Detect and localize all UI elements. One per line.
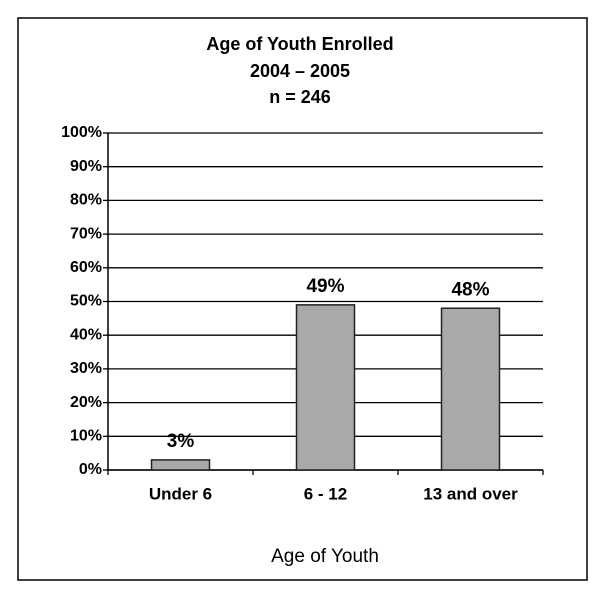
y-tick-label: 80%: [70, 192, 102, 209]
y-tick-label: 70%: [70, 225, 102, 242]
y-tick-label: 50%: [70, 293, 102, 310]
y-tick-label: 100%: [61, 124, 102, 141]
bar: [150, 459, 211, 471]
chart-subtitle: n = 246: [269, 87, 331, 107]
x-tick-label: 13 and over: [423, 484, 518, 503]
y-tick-label: 40%: [70, 326, 102, 343]
y-tick-label: 20%: [70, 394, 102, 411]
y-tick-label: 10%: [70, 428, 102, 445]
y-tick-label: 30%: [70, 360, 102, 377]
chart-frame: [17, 17, 588, 581]
data-label: 48%: [451, 279, 489, 300]
chart-title: Age of Youth Enrolled: [206, 34, 393, 54]
bar: [440, 307, 501, 471]
data-label: 3%: [167, 431, 195, 452]
y-tick-label: 0%: [79, 461, 102, 478]
y-tick-label: 60%: [70, 259, 102, 276]
y-tick-label: 90%: [70, 158, 102, 175]
x-tick-label: Under 6: [149, 484, 212, 503]
x-axis-label: Age of Youth: [271, 546, 379, 567]
data-label: 49%: [306, 276, 344, 297]
chart-subtitle: 2004 – 2005: [250, 61, 350, 81]
bar: [295, 304, 356, 471]
x-tick-label: 6 - 12: [304, 484, 347, 503]
